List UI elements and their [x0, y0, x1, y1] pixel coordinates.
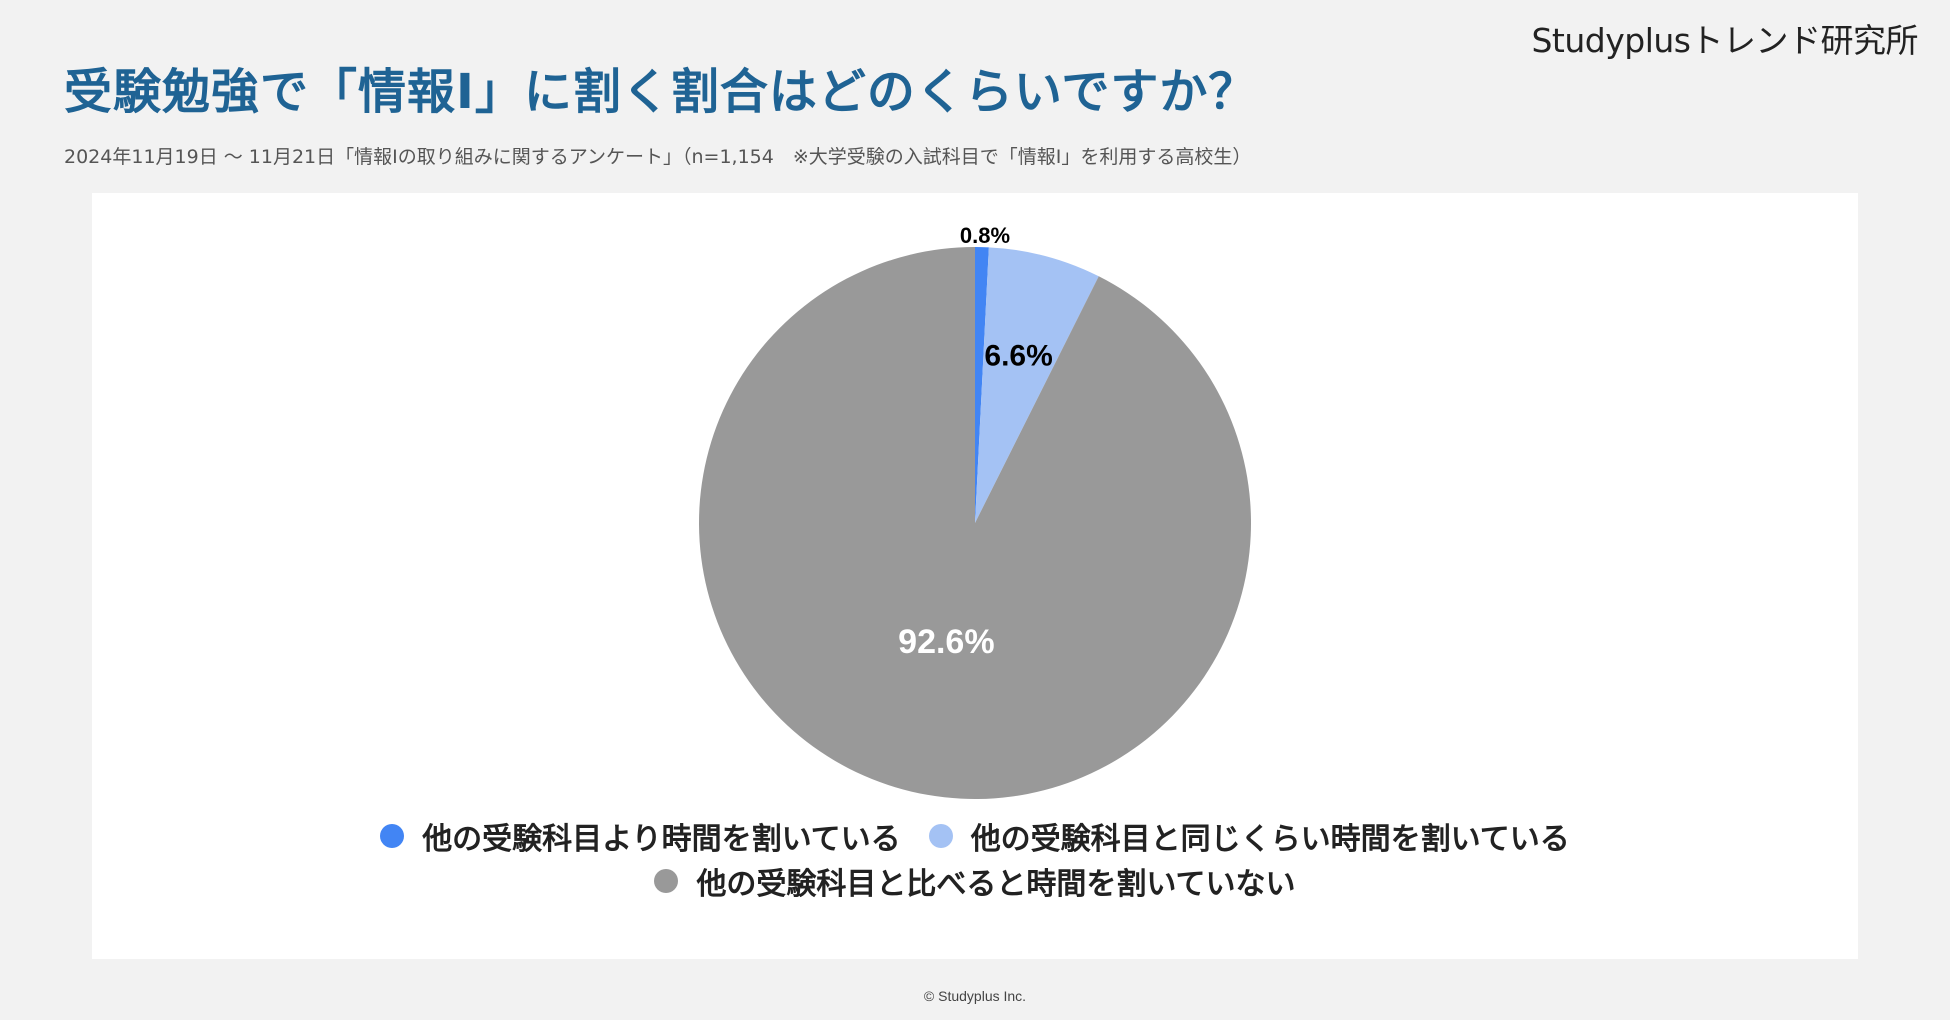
pie-slice-more — [975, 247, 989, 523]
page-title: 受験勉強で「情報Ⅰ」に割く割合はどのくらいですか？ — [64, 64, 1258, 120]
survey-subtitle: 2024年11月19日 〜 11月21日「情報Ⅰの取り組みに関するアンケート」（… — [64, 146, 1252, 168]
pie-label-same: 6.6% — [984, 339, 1052, 372]
legend-swatch-less — [654, 868, 679, 893]
pie-slice-same — [975, 247, 1099, 523]
chart-legend: 他の受験科目より時間を割いている 他の受験科目と同じくらい時間を割いている 他の… — [92, 813, 1858, 903]
legend-label-less: 他の受験科目と比べると時間を割いていない — [696, 866, 1296, 902]
legend-item-less: 他の受験科目と比べると時間を割いていない — [654, 859, 1296, 903]
chart-card: 0.8% 6.6% 92.6% 他の受験科目より時間を割いている 他の受験科目と同じ… — [92, 193, 1858, 959]
copyright: © Studyplus Inc. — [923, 988, 1027, 1004]
legend-swatch-same — [928, 823, 953, 848]
pie-label-less: 92.6% — [898, 623, 994, 661]
legend-swatch-more — [380, 823, 405, 848]
pie-chart: 0.8% 6.6% 92.6% — [699, 223, 1252, 799]
legend-item-more: 他の受験科目より時間を割いている — [380, 814, 901, 858]
legend-item-same: 他の受験科目と同じくらい時間を割いている — [928, 814, 1570, 858]
legend-label-same: 他の受験科目と同じくらい時間を割いている — [970, 821, 1570, 857]
brand-logo: Studyplusトレンド研究所 — [1531, 21, 1918, 60]
pie-slice-less — [699, 247, 1252, 799]
pie-label-more: 0.8% — [960, 223, 1010, 248]
legend-label-more: 他の受験科目より時間を割いている — [422, 821, 901, 857]
